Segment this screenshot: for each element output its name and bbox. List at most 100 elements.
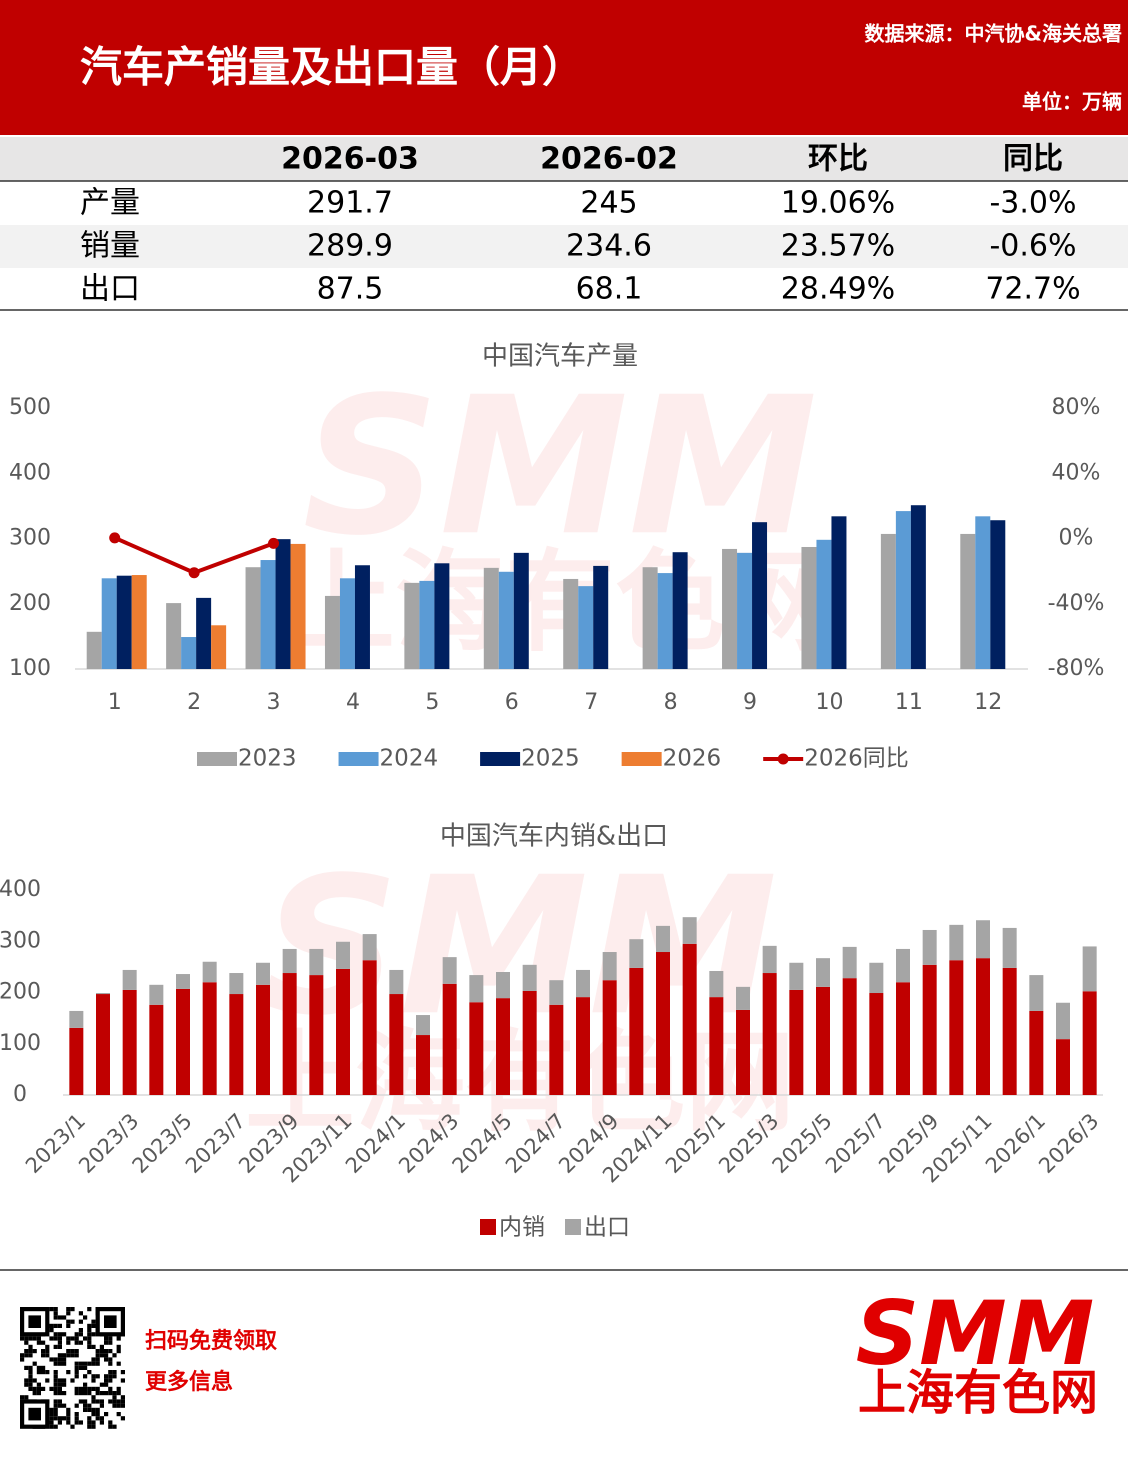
chart-title: 中国汽车产量	[482, 342, 638, 372]
row-label: 产量	[80, 186, 140, 221]
qr-cell	[99, 1399, 104, 1404]
qr-cell	[57, 1382, 62, 1387]
qr-cell	[53, 1424, 58, 1429]
y-tick-label: 300	[9, 526, 51, 551]
qr-cell	[41, 1340, 46, 1345]
qr-cell	[66, 1416, 71, 1421]
bar-segment	[282, 973, 297, 1095]
qr-cell	[83, 1374, 88, 1379]
qr-cell	[87, 1361, 92, 1366]
qr-cell	[116, 1391, 121, 1396]
qr-cell	[120, 1403, 125, 1408]
bar	[166, 603, 182, 669]
x-tick-label: 8	[664, 690, 678, 715]
qr-cell	[53, 1311, 58, 1316]
bar-segment	[496, 998, 510, 1095]
qr-cell	[45, 1370, 50, 1375]
bar-segment	[202, 961, 217, 983]
bar-segment	[309, 948, 324, 976]
qr-cell	[83, 1407, 88, 1412]
qr-cell	[62, 1378, 67, 1383]
bar	[816, 539, 832, 669]
bar-segment	[282, 948, 297, 974]
qr-cell	[91, 1407, 96, 1412]
qr-cell	[32, 1386, 37, 1391]
qr-cell	[95, 1353, 100, 1358]
qr-cell	[116, 1412, 121, 1417]
footer-name: 上海有色网	[858, 1365, 1098, 1421]
qr-cell	[108, 1357, 113, 1362]
qr-cell	[53, 1374, 58, 1379]
qr-cell	[99, 1349, 104, 1354]
qr-text: 更多信息	[145, 1369, 233, 1395]
qr-cell	[41, 1349, 46, 1354]
qr-cell	[99, 1344, 104, 1349]
qr-cell	[66, 1370, 71, 1375]
bar	[181, 637, 197, 669]
qr-cell	[112, 1395, 117, 1400]
y2-tick-label: 80%	[1052, 395, 1101, 420]
bar-segment	[576, 969, 590, 998]
qr-cell	[87, 1424, 92, 1429]
qr-cell	[104, 1340, 109, 1345]
qr-cell	[104, 1391, 109, 1396]
qr-cell	[74, 1403, 79, 1408]
bar-segment	[1029, 975, 1044, 1011]
qr-cell	[70, 1319, 75, 1324]
bar-segment	[976, 958, 990, 1095]
legend-swatch	[480, 1219, 496, 1235]
y-tick-label: 100	[9, 656, 51, 681]
bar-segment	[602, 980, 617, 1095]
qr-cell	[28, 1386, 33, 1391]
y-tick-label: 400	[0, 877, 41, 902]
qr-cell	[66, 1407, 71, 1412]
qr-cell	[87, 1336, 92, 1341]
bar	[657, 573, 673, 669]
bar-segment	[762, 973, 777, 1095]
qr-cell	[49, 1407, 54, 1412]
production-chart: SMM上海有色网中国汽车产量100200300400500-80%-40%0%4…	[9, 342, 1104, 772]
qr-cell	[78, 1319, 83, 1324]
bar	[910, 505, 926, 669]
bar-segment	[736, 1009, 750, 1095]
bar-segment	[602, 952, 617, 981]
legend-swatch	[565, 1219, 581, 1235]
table-header: 2026-02	[540, 142, 678, 177]
bar	[737, 552, 753, 669]
bar-segment	[789, 962, 804, 990]
header-band	[0, 0, 1128, 135]
chart-title: 中国汽车内销&出口	[440, 822, 668, 852]
qr-cell	[57, 1403, 62, 1408]
qr-cell	[91, 1395, 96, 1400]
qr-cell	[78, 1420, 83, 1425]
table-cell: 87.5	[317, 272, 384, 307]
qr-cell	[62, 1353, 67, 1358]
qr-cell	[104, 1382, 109, 1387]
qr-cell	[112, 1353, 117, 1358]
table-cell: 72.7%	[985, 272, 1080, 307]
bar	[275, 539, 291, 669]
qr-code	[20, 1307, 125, 1429]
bar-segment	[149, 1004, 164, 1095]
x-tick-label: 10	[815, 690, 843, 715]
bar-segment	[682, 917, 697, 944]
qr-cell	[57, 1344, 62, 1349]
footer-logo: SMM	[856, 1282, 1095, 1385]
qr-cell	[87, 1340, 92, 1345]
qr-cell	[66, 1319, 71, 1324]
qr-cell	[87, 1407, 92, 1412]
qr-cell	[112, 1391, 117, 1396]
qr-cell	[83, 1336, 88, 1341]
qr-cell	[78, 1365, 83, 1370]
qr-cell	[20, 1357, 25, 1362]
qr-cell	[57, 1361, 62, 1366]
x-tick-label: 2026/3	[1034, 1109, 1103, 1178]
qr-cell	[57, 1332, 62, 1337]
bar	[245, 567, 261, 669]
bar-segment	[949, 924, 964, 961]
bar-segment	[416, 1015, 430, 1036]
bar-segment	[656, 952, 670, 1095]
qr-cell	[108, 1399, 113, 1404]
qr-cell	[74, 1412, 79, 1417]
bar	[895, 511, 911, 669]
